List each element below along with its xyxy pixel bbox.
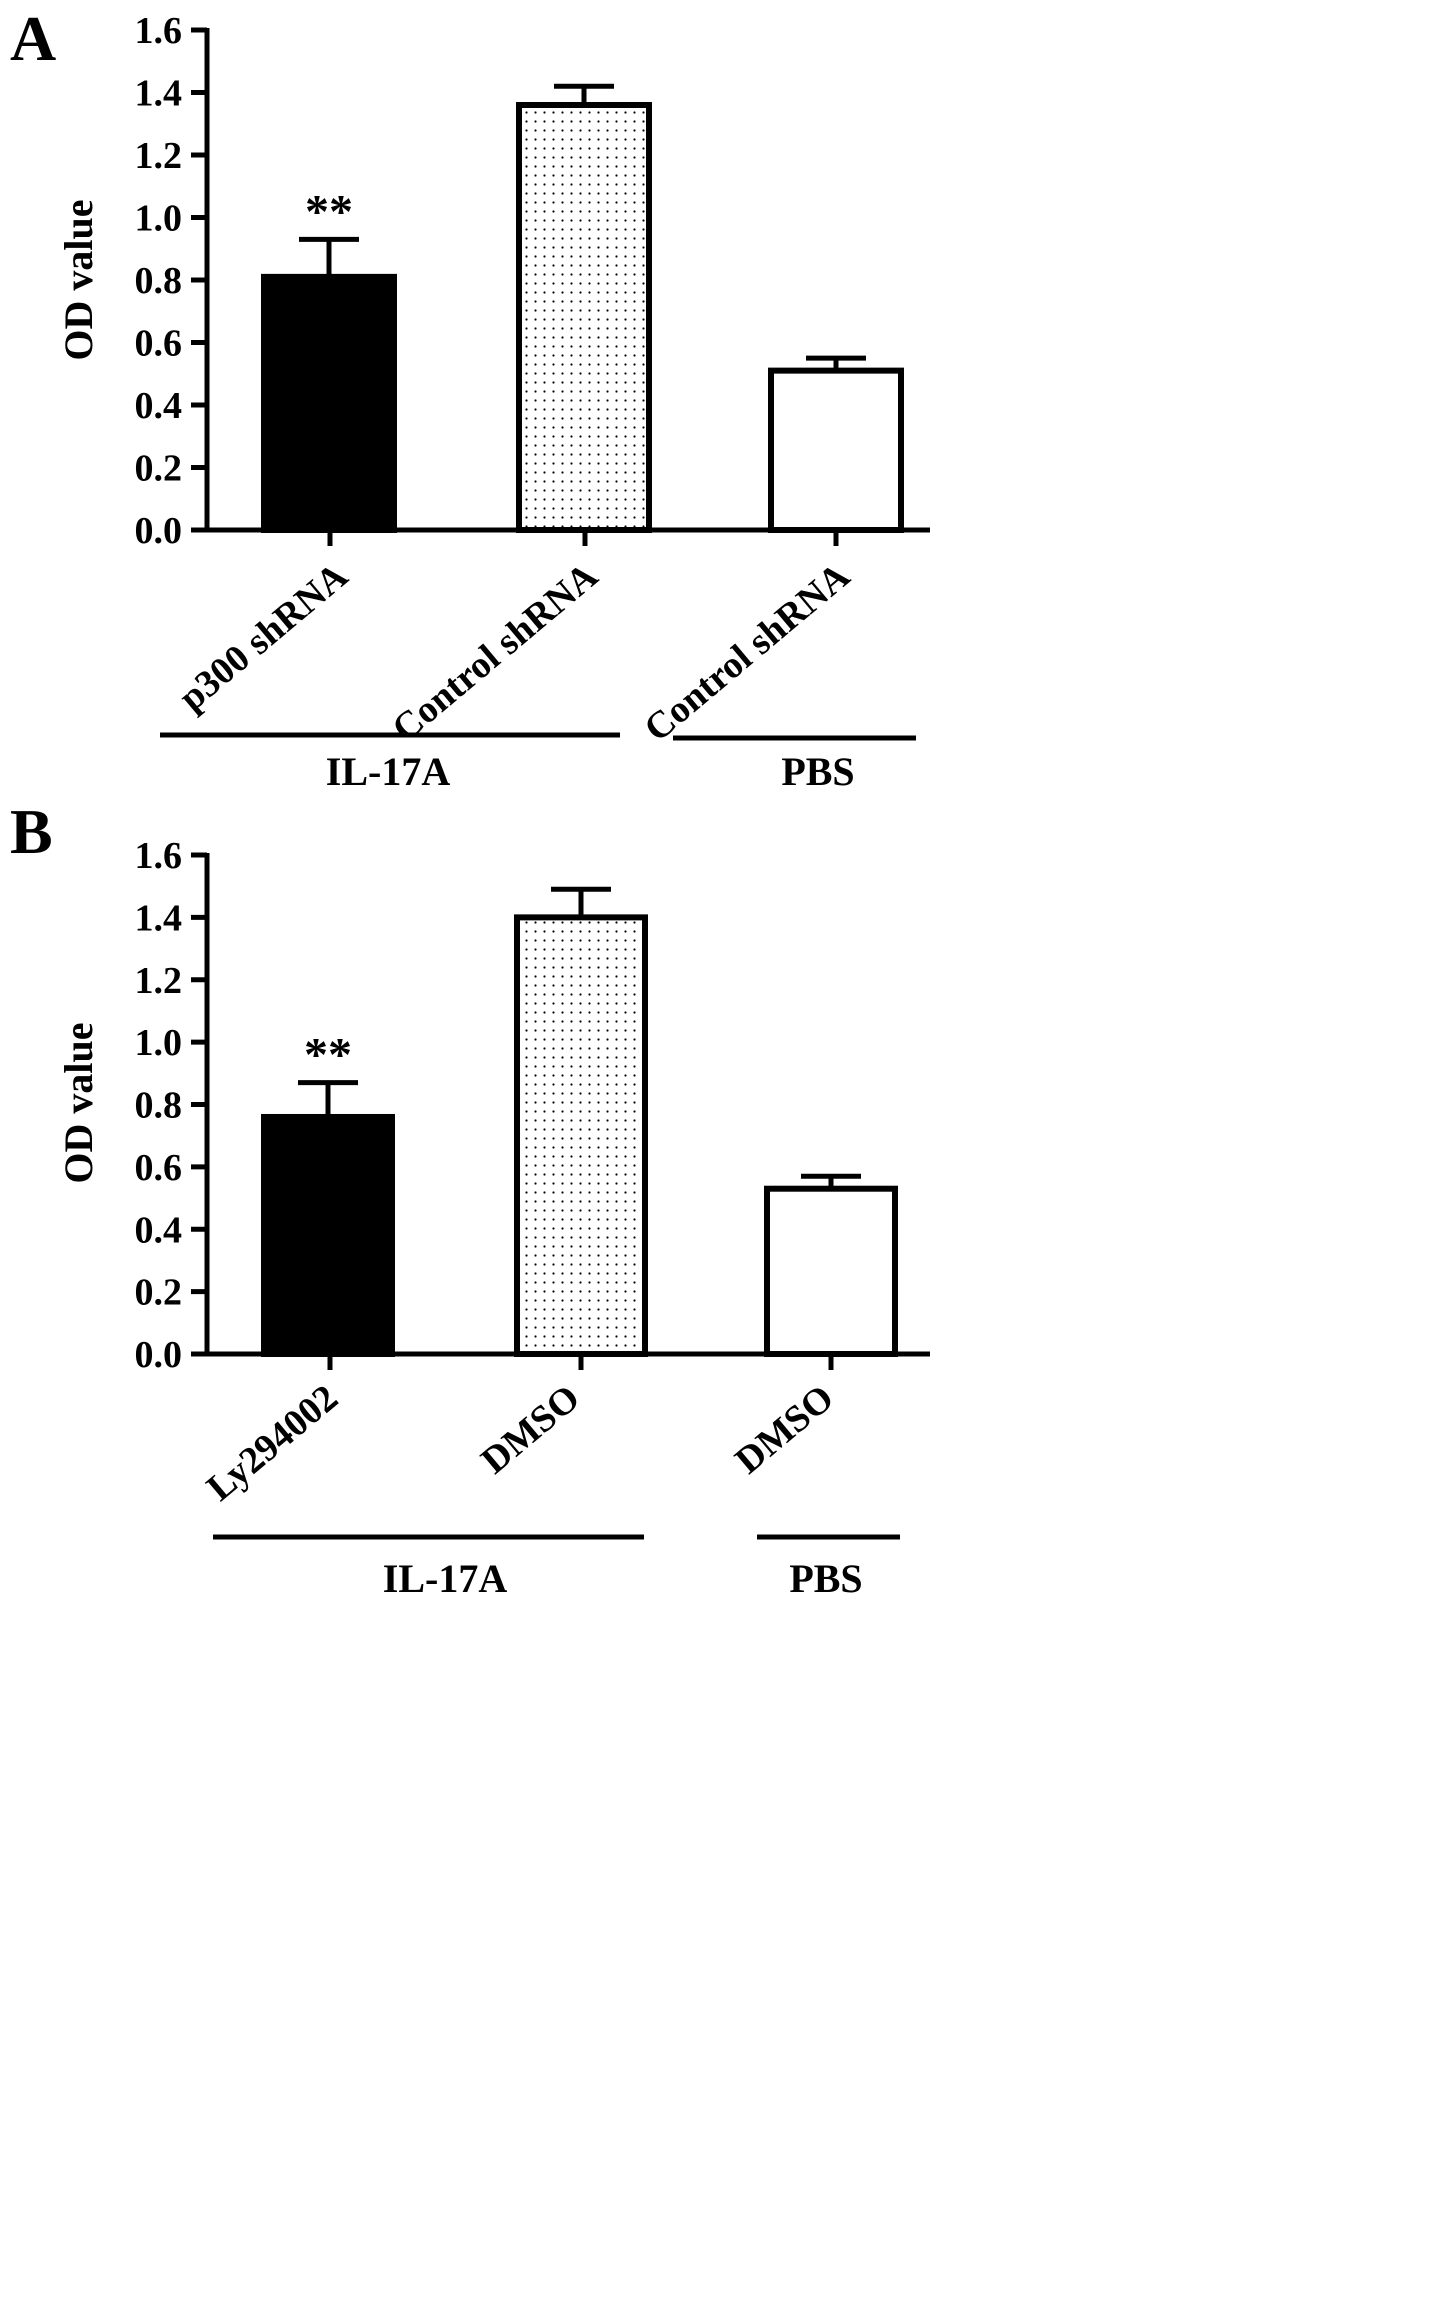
bar bbox=[516, 102, 652, 533]
panel-label: A bbox=[10, 3, 56, 74]
y-tick-label: 0.4 bbox=[135, 1209, 183, 1251]
y-tick-label: 0.0 bbox=[135, 1334, 183, 1376]
y-tick-label: 0.2 bbox=[135, 448, 183, 490]
bar bbox=[261, 273, 397, 533]
significance-label: ** bbox=[305, 185, 353, 238]
group-label: IL-17A bbox=[326, 749, 451, 794]
group-label: IL-17A bbox=[383, 1556, 508, 1601]
x-tick-label: DMSO bbox=[727, 1377, 841, 1482]
y-tick-label: 0.8 bbox=[135, 1085, 183, 1127]
y-axis-label: OD value bbox=[56, 1022, 101, 1183]
y-tick-label: 1.6 bbox=[135, 10, 183, 52]
bar bbox=[514, 914, 648, 1357]
panel-label: B bbox=[10, 796, 53, 867]
y-tick-label: 0.6 bbox=[135, 323, 183, 365]
significance-label: ** bbox=[304, 1029, 352, 1082]
y-tick-label: 0.6 bbox=[135, 1147, 183, 1189]
y-tick-label: 1.6 bbox=[135, 835, 183, 877]
x-tick-label: p300 shRNA bbox=[171, 554, 356, 719]
y-tick-label: 1.0 bbox=[135, 1022, 183, 1064]
y-tick-label: 0.0 bbox=[135, 510, 183, 552]
y-axis-label: OD value bbox=[56, 199, 101, 360]
bar bbox=[764, 1185, 898, 1358]
y-tick-label: 1.4 bbox=[135, 73, 183, 115]
bar bbox=[261, 1113, 395, 1357]
x-tick-label: Control shRNA bbox=[636, 554, 858, 750]
x-tick-label: Control shRNA bbox=[384, 554, 606, 750]
x-tick-label: Ly294002 bbox=[199, 1377, 346, 1510]
group-label: PBS bbox=[781, 749, 854, 794]
x-tick-label: DMSO bbox=[473, 1377, 587, 1482]
y-tick-label: 1.4 bbox=[135, 897, 183, 939]
y-tick-label: 1.0 bbox=[135, 198, 183, 240]
y-tick-label: 0.8 bbox=[135, 260, 183, 302]
panel-a: A OD value 0.0 0.2 0.4 0.6 0.8 1.0 1.2 1.4 1.6 ** p3… bbox=[10, 3, 930, 794]
bar bbox=[768, 367, 904, 533]
panel-b: B OD value 0.0 0.2 0.4 0.6 0.8 1.0 1.2 1.4 1.6 ** Ly… bbox=[10, 796, 930, 1601]
group-label: PBS bbox=[789, 1556, 862, 1601]
y-tick-label: 0.2 bbox=[135, 1272, 183, 1314]
y-tick-label: 1.2 bbox=[135, 135, 183, 177]
y-tick-label: 0.4 bbox=[135, 385, 183, 427]
y-tick-label: 1.2 bbox=[135, 960, 183, 1002]
